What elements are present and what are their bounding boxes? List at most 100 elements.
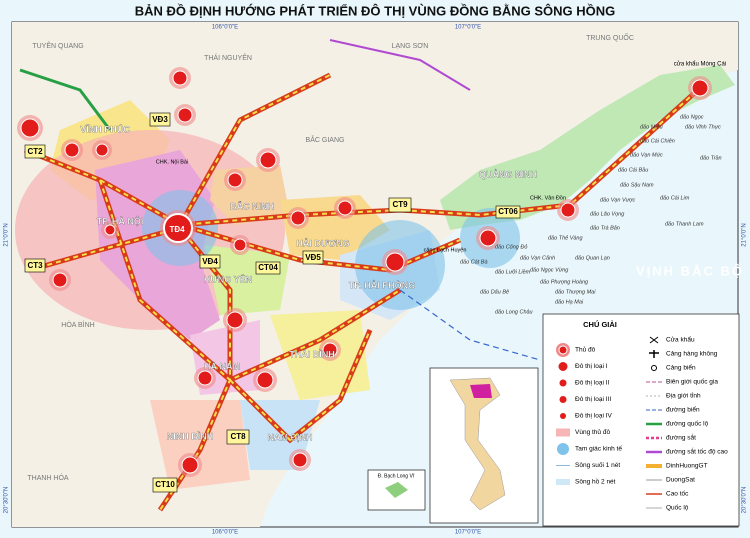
legend-symbol [558, 378, 568, 388]
route-label: CT3 [27, 261, 43, 270]
legend-symbol [649, 336, 659, 344]
legend-label: Cảng hàng không [666, 351, 718, 358]
urban-marker [20, 118, 40, 138]
legend-box [542, 313, 740, 527]
island-label: đảo Vĩnh Thực [685, 123, 721, 130]
legend-symbol [557, 361, 569, 372]
island-label: đảo Long Châu [495, 308, 533, 315]
route-label: CT2 [27, 147, 43, 156]
region-label: QUẢNG NINH [479, 168, 537, 179]
coordinate-label: 21°0'0"N [742, 223, 748, 246]
island-label: đảo Cái Chiên [640, 137, 675, 144]
island-label: đảo Sậu Nam [620, 181, 654, 188]
urban-marker [479, 229, 497, 247]
national-road [19, 68, 112, 131]
legend: Thủ đô Đô thị loại I Đô thị loại II Đô thị … [556, 336, 728, 512]
urban-marker [322, 342, 338, 358]
island-label: đảo Thượng Mai [555, 288, 596, 295]
legend-label: Đô thị loại IV [575, 413, 613, 420]
urban-marker [197, 370, 213, 386]
island-label: đảo Cái Lim [660, 194, 690, 201]
region-label: HÀ NAM [204, 361, 240, 371]
legend-symbol [560, 413, 566, 419]
urban-marker [290, 210, 306, 226]
island-label: đảo Vạn Cảnh [520, 254, 555, 261]
legend-label: Sông hồ 2 nét [575, 477, 616, 486]
place-label: cảng Lạch Huyện [424, 247, 467, 253]
urban-marker [226, 311, 244, 329]
urban-marker [259, 151, 277, 169]
island-label: đảo Dấu Bê [480, 288, 509, 295]
coordinate-label: 106°0'0"E [212, 25, 238, 31]
sea-route [399, 289, 541, 361]
island-label: đảo Quan Lạn [575, 254, 610, 261]
island-label: đảo Hạ Mai [555, 298, 584, 305]
urban-marker [256, 371, 274, 389]
region-label: NAM ĐỊNH [268, 432, 313, 442]
coordinate-label: 107°0'0"E [455, 25, 481, 31]
legend-title: CHÚ GIẢI [583, 320, 617, 329]
urban-marker [233, 238, 247, 252]
legend-symbol [651, 365, 657, 371]
island-label: đảo Lão Vọng [590, 210, 625, 217]
urban-marker [104, 224, 116, 236]
region-label: HƯNG YÊN [204, 273, 252, 284]
legend-label: Cảng biển [666, 364, 696, 372]
thai-binh-area [270, 310, 370, 400]
island-label: đảo Trà Bản [590, 224, 620, 231]
urban-marker [163, 213, 193, 243]
legend-symbol [649, 350, 659, 358]
island-label: đảo Cát Bà [460, 258, 488, 265]
route-label: VĐ4 [202, 257, 218, 266]
legend-label: đường sắt [666, 433, 696, 442]
neighbor-label: BẮC GIANG [306, 135, 345, 144]
inset-region [470, 384, 492, 398]
route-label: CT10 [155, 480, 175, 489]
legend-label: Tam giác kinh tế [575, 444, 622, 453]
neighbor-label: HÒA BÌNH [61, 320, 94, 329]
island-label: đảo Thanh Lam [665, 220, 704, 227]
route-label: TĐ4 [169, 225, 185, 234]
route-label: CT9 [392, 200, 408, 209]
route-labels: CT2 CT3 VĐ3 VĐ4 VĐ5 CT04 CT06 CT8 CT10 C… [24, 112, 521, 493]
title: BẢN ĐỒ ĐỊNH HƯỚNG PHÁT TRIỂN ĐÔ THỊ VÙNG… [135, 3, 616, 18]
urban-marker [691, 79, 709, 97]
island-label: đảo Ngọc Vừng [530, 266, 569, 273]
railway [329, 39, 471, 91]
inset-label: Đ. Bạch Long Vĩ [378, 473, 415, 479]
legend-label: Đô thị loại II [575, 380, 610, 387]
region-label: VĨNH PHÚC [80, 123, 130, 134]
urban-marker [95, 143, 109, 157]
legend-label: Cao tốc [666, 489, 689, 498]
legend-label: DinhHuongGT [666, 463, 708, 470]
urban-marker [227, 172, 243, 188]
urban-marker [560, 202, 576, 218]
urban-marker [172, 70, 188, 86]
legend-label: Biên giới quốc gia [666, 377, 718, 386]
neighbor-label: TUYÊN QUANG [32, 41, 83, 50]
legend-symbol [559, 396, 567, 403]
quang-ninh-area [440, 65, 735, 230]
place-label: CHK. Vân Đồn [530, 195, 566, 201]
legend-label: Cửa khẩu [666, 336, 695, 344]
route-label: CT04 [258, 263, 278, 272]
legend-label: Sông suối 1 nét [575, 460, 620, 469]
route-label: CT06 [498, 207, 518, 216]
region-label: BẮC NINH [230, 201, 274, 211]
coordinate-label: 107°0'0"E [455, 530, 481, 536]
place-label: cửa khẩu Móng Cái [674, 61, 726, 68]
island-label: đảo Lưỡi Liềm [495, 268, 531, 275]
legend-label: Đô thị loại I [575, 363, 608, 370]
island-label: đảo Vạn Mức [630, 151, 663, 158]
island-label: đảo Cống Đỏ [495, 243, 527, 250]
inset-country [449, 377, 506, 511]
legend-label: đường biển [666, 406, 700, 414]
island-label: đảo Miếu [640, 123, 663, 130]
island-label: đảo Ngọc [680, 113, 704, 120]
legend-label: đường sắt tốc độ cao [666, 447, 728, 456]
legend-label: đường quốc lộ [666, 419, 709, 428]
legend-label: DuongSat [666, 477, 695, 484]
legend-label: Địa giới tỉnh [666, 392, 701, 400]
route-label: VĐ5 [305, 253, 321, 262]
